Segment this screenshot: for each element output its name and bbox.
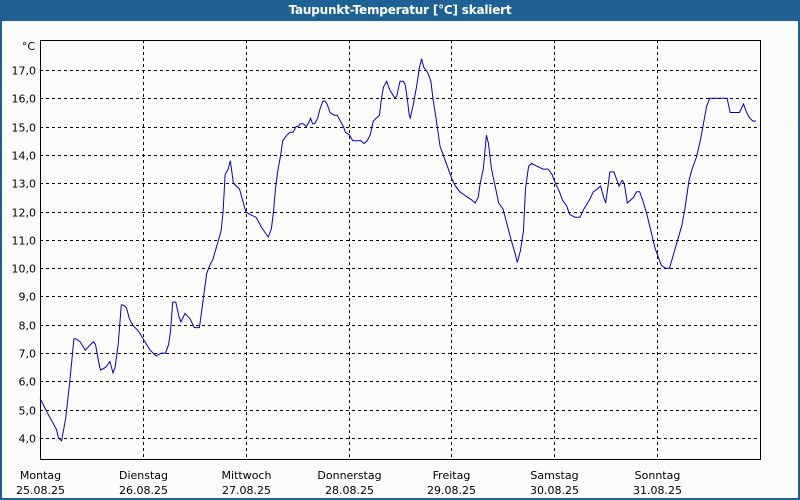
x-date-label: 25.08.25 xyxy=(16,484,65,497)
y-tick-label: 8,0 xyxy=(19,320,37,333)
x-day-label: Donnerstag xyxy=(317,469,381,482)
dew-point-line xyxy=(39,58,756,442)
chart-title: Taupunkt-Temperatur [°C] skaliert xyxy=(288,3,512,17)
x-day-label: Samstag xyxy=(530,469,578,482)
x-day-label: Freitag xyxy=(433,469,471,482)
x-day-label: Montag xyxy=(20,469,61,482)
x-day-label: Dienstag xyxy=(119,469,168,482)
x-day-label: Mittwoch xyxy=(222,469,272,482)
y-tick-label: 5,0 xyxy=(19,405,37,418)
x-date-label: 26.08.25 xyxy=(119,484,168,497)
y-tick-label: 10,0 xyxy=(12,263,37,276)
y-tick-label: 16,0 xyxy=(12,93,37,106)
y-tick-label: 9,0 xyxy=(19,291,37,304)
y-tick-label: 11,0 xyxy=(12,235,37,248)
y-tick-label: 6,0 xyxy=(19,376,37,389)
y-axis-ticks: 4,0 5,0 6,0 7,0 8,0 9,0 10,0 11,0 12,0 13,0 14,0 15… xyxy=(12,65,37,446)
y-tick-label: 7,0 xyxy=(19,348,37,361)
x-date-label: 28.08.25 xyxy=(325,484,374,497)
gridlines xyxy=(40,40,760,460)
x-date-label: 29.08.25 xyxy=(427,484,476,497)
y-tick-label: 14,0 xyxy=(12,150,37,163)
y-tick-label: 4,0 xyxy=(19,433,37,446)
x-date-label: 30.08.25 xyxy=(530,484,579,497)
y-tick-label: 12,0 xyxy=(12,207,37,220)
x-date-label: 27.08.25 xyxy=(222,484,271,497)
y-axis-unit-label: °C xyxy=(22,40,36,53)
y-tick-label: 17,0 xyxy=(12,65,37,78)
y-tick-label: 15,0 xyxy=(12,122,37,135)
chart-canvas xyxy=(2,21,798,498)
x-date-label: 31.08.25 xyxy=(633,484,682,497)
x-axis-labels: Montag 25.08.25 Dienstag 26.08.25 Mittwoch 27… xyxy=(16,469,682,497)
y-tick-label: 13,0 xyxy=(12,178,37,191)
plot-area-frame xyxy=(40,40,761,460)
x-day-label: Sonntag xyxy=(635,469,681,482)
